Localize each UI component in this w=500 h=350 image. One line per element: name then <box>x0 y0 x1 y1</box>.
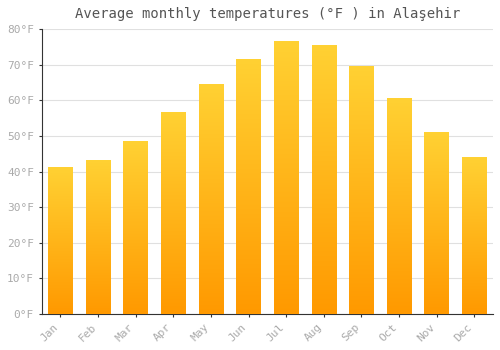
Title: Average monthly temperatures (°F ) in Alaşehir: Average monthly temperatures (°F ) in Al… <box>74 7 460 21</box>
